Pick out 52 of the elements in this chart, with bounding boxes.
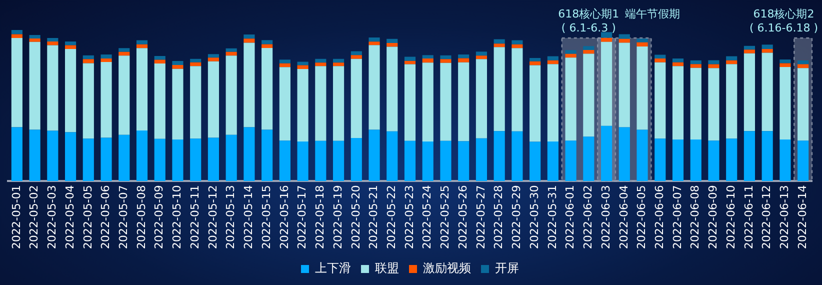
x-tick-label: 2022-05-24 xyxy=(420,185,434,250)
x-tick-label: 2022-06-11 xyxy=(742,185,756,250)
x-tick-label: 2022-05-20 xyxy=(349,185,362,250)
x-tick-label: 2022-05-23 xyxy=(402,185,416,250)
x-tick-label: 2022-06-06 xyxy=(652,185,666,250)
x-tick-label: 2022-05-02 xyxy=(28,185,41,250)
x-tick-label: 2022-06-09 xyxy=(706,185,720,250)
x-tick-label: 2022-06-03 xyxy=(599,185,612,250)
x-tick-label: 2022-05-17 xyxy=(296,185,309,250)
x-tick-label: 2022-05-05 xyxy=(81,185,94,250)
x-tick-label: 2022-05-06 xyxy=(99,185,112,250)
x-tick-label: 2022-05-09 xyxy=(152,185,166,250)
x-tick-label: 2022-06-08 xyxy=(688,185,702,250)
band-label: 端午节假期 xyxy=(625,7,680,20)
x-tick-label: 2022-06-10 xyxy=(724,185,738,250)
x-tick-label: 2022-05-30 xyxy=(528,185,541,250)
x-tick-label: 2022-06-01 xyxy=(564,185,577,250)
x-tick-label: 2022-05-31 xyxy=(546,185,559,250)
x-tick-label: 2022-05-13 xyxy=(224,185,238,250)
x-tick-label: 2022-05-03 xyxy=(46,185,59,250)
x-tick-label: 2022-05-27 xyxy=(474,185,488,250)
x-tick-label: 2022-05-14 xyxy=(242,185,256,250)
legend-label: 开屏 xyxy=(495,261,519,276)
x-tick-label: 2022-05-11 xyxy=(188,185,202,250)
x-tick-label: 2022-05-15 xyxy=(260,185,273,250)
legend-label: 联盟 xyxy=(375,261,399,276)
x-tick-label: 2022-05-25 xyxy=(438,185,452,250)
x-tick-label: 2022-05-19 xyxy=(331,185,344,250)
x-tick-label: 2022-05-18 xyxy=(314,185,327,250)
x-tick-label: 2022-05-28 xyxy=(492,185,506,250)
legend-label: 上下滑 xyxy=(315,261,351,276)
x-tick-label: 2022-05-12 xyxy=(206,185,220,250)
x-tick-label: 2022-06-04 xyxy=(617,185,630,250)
legend-label: 激励视频 xyxy=(423,261,471,276)
x-tick-label: 2022-05-10 xyxy=(170,185,184,250)
x-tick-label: 2022-05-21 xyxy=(367,185,380,250)
x-tick-label: 2022-06-13 xyxy=(778,185,792,250)
x-tick-label: 2022-05-26 xyxy=(456,185,470,250)
x-tick-label: 2022-06-02 xyxy=(582,185,595,250)
band-label: 618核心期2 ( 6.16-6.18 ) xyxy=(749,7,818,34)
x-tick-label: 2022-05-29 xyxy=(510,185,524,250)
band-label: 618核心期1 ( 6.1-6.3 ) xyxy=(558,7,620,34)
x-tick-label: 2022-06-07 xyxy=(670,185,684,250)
x-tick-label: 2022-06-05 xyxy=(635,185,648,250)
x-tick-label: 2022-06-14 xyxy=(796,185,809,250)
x-tick-label: 2022-05-16 xyxy=(278,185,291,250)
x-tick-label: 2022-05-07 xyxy=(116,185,130,250)
x-tick-label: 2022-06-12 xyxy=(760,185,774,250)
x-tick-label: 2022-05-22 xyxy=(384,185,398,250)
x-tick-label: 2022-05-08 xyxy=(134,185,148,250)
x-tick-label: 2022-05-04 xyxy=(63,185,76,250)
x-tick-label: 2022-05-01 xyxy=(10,185,23,250)
